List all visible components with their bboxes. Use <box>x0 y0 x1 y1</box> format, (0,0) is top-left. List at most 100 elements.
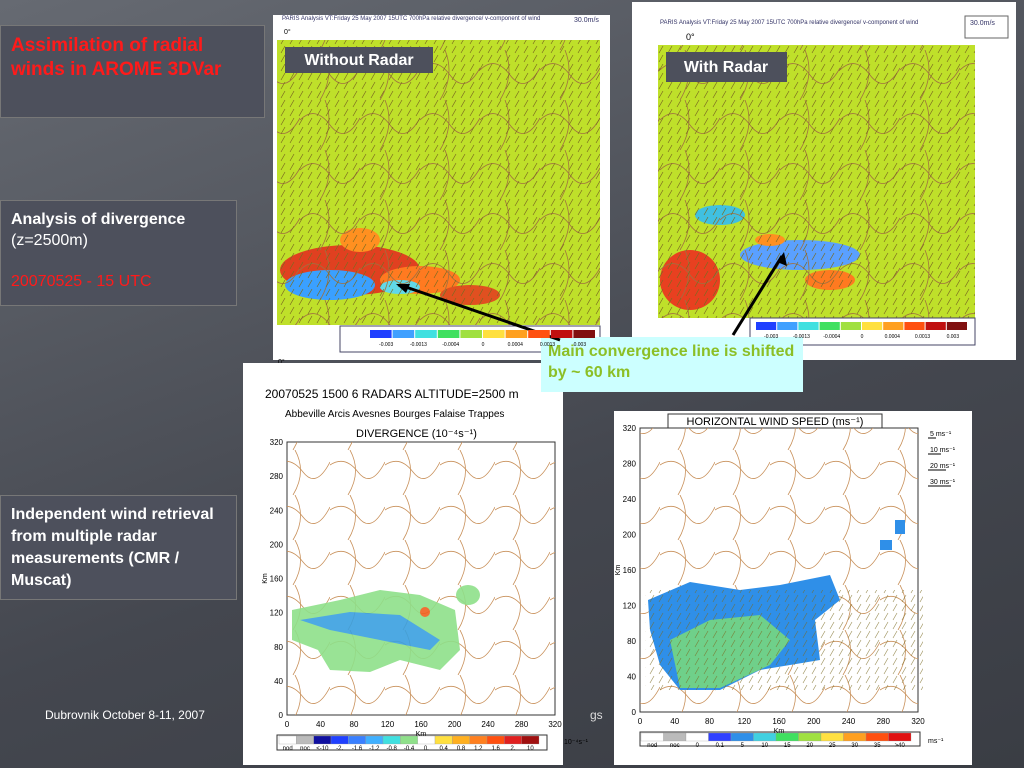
legend-label: <-10 <box>316 746 329 752</box>
label-box <box>285 47 433 73</box>
y-tick-label: 40 <box>627 673 636 682</box>
wind-vectors <box>658 45 975 318</box>
legend-cell <box>486 735 505 745</box>
y-tick-label: 200 <box>623 531 637 540</box>
plot-title: 20070525 1500 6 RADARS ALTITUDE=2500 m <box>265 387 519 401</box>
colorbar-cell <box>550 330 573 338</box>
legend-cell <box>865 732 889 742</box>
legend-label: nod <box>283 746 293 752</box>
colorbar-label: -0.003 <box>764 334 778 340</box>
legend-cell <box>775 732 799 742</box>
lon-label: 0° <box>278 358 285 366</box>
legend-cell <box>843 732 867 742</box>
y-tick-label: 0 <box>279 711 284 720</box>
y-tick-label: 80 <box>274 643 283 652</box>
x-tick-label: 240 <box>842 717 856 726</box>
legend-label: nod <box>647 743 657 749</box>
legend-label: >40 <box>895 743 906 749</box>
colorbar-cell <box>904 322 925 330</box>
arrowhead <box>777 252 787 266</box>
x-tick-label: 120 <box>738 717 752 726</box>
colorbar-label: -0.003 <box>379 342 393 348</box>
legend-cell <box>685 732 709 742</box>
legend-label: noc <box>670 743 680 749</box>
legend-cell <box>730 732 754 742</box>
colorbar-label: 0.0013 <box>915 334 931 340</box>
colorbar-label: -0.0013 <box>793 334 810 340</box>
colorbar-cell <box>819 322 840 330</box>
colorbar-cell <box>946 322 967 330</box>
arrow-key-label: 10 ms⁻¹ <box>930 447 956 454</box>
borders <box>287 442 555 715</box>
colorbar-cell <box>883 322 904 330</box>
legend-label: -0.8 <box>386 746 397 752</box>
y-tick-label: 120 <box>270 609 284 618</box>
lon-label: 0° <box>686 32 695 42</box>
legend-cell <box>296 735 314 745</box>
legend-label: 0 <box>696 743 700 749</box>
y-axis-label: Km <box>615 565 622 576</box>
legend-cell <box>278 735 297 745</box>
legend-cell <box>469 735 488 745</box>
y-tick-label: 0 <box>632 708 637 717</box>
x-tick-label: 240 <box>481 720 495 729</box>
panel-header: PARIS Analysis VT:Friday 25 May 2007 15U… <box>660 20 918 26</box>
y-tick-label: 80 <box>627 637 636 646</box>
x-axis-label: Km <box>774 728 785 735</box>
colorbar-cell <box>862 322 883 330</box>
legend-label: 25 <box>829 743 836 749</box>
legend-label: -1.6 <box>352 746 363 752</box>
colorbar-label: -0.0013 <box>410 342 427 348</box>
y-tick-label: 120 <box>623 602 637 611</box>
legend-cell <box>348 735 366 745</box>
x-tick-label: 200 <box>448 720 462 729</box>
legend-label: 1.2 <box>474 746 483 752</box>
colorbar-label: -0.0004 <box>442 342 459 348</box>
stations: Abbeville Arcis Avesnes Bourges Falaise … <box>285 409 504 420</box>
wind-vectors <box>277 40 600 325</box>
y-tick-label: 200 <box>270 540 284 549</box>
y-tick-label: 40 <box>274 677 283 686</box>
arrow-key-label: 20 ms⁻¹ <box>930 463 956 470</box>
x-tick-label: 80 <box>350 720 359 729</box>
footer: Dubrovnik October 8-11, 2007 <box>45 708 205 722</box>
legend-unit: 10⁻⁴s⁻¹ <box>564 739 589 746</box>
x-tick-label: 80 <box>705 717 714 726</box>
legend-cell <box>820 732 844 742</box>
colorbar-cell <box>437 330 460 338</box>
legend-cell <box>504 735 522 745</box>
colorbar-label: 0.0004 <box>508 342 524 348</box>
y-tick-label: 320 <box>270 438 284 447</box>
x-tick-label: 280 <box>515 720 529 729</box>
x-tick-label: 160 <box>772 717 786 726</box>
plot-title: HORIZONTAL WIND SPEED (ms⁻¹) <box>687 416 864 428</box>
wind-field <box>645 520 923 690</box>
colorbar-cell <box>392 330 415 338</box>
divergence-field <box>292 585 480 672</box>
scale-label: 30.0m/s <box>970 20 995 27</box>
arrow-key-label: 5 ms⁻¹ <box>930 431 952 438</box>
colorbar-label: 0 <box>861 334 864 340</box>
scale-box <box>964 15 1009 39</box>
colorbar-cell <box>505 330 528 338</box>
y-tick-label: 320 <box>623 424 637 433</box>
colorbar-cell <box>777 322 798 330</box>
legend-cell <box>400 735 418 745</box>
colorbar-cell <box>840 322 861 330</box>
colorbar-label: 0 <box>482 342 485 348</box>
legend-label: 0. <box>424 746 429 752</box>
legend-cell <box>365 735 384 745</box>
legend-cell <box>708 732 732 742</box>
slide-title: Assimilation of radial winds in AROME 3D… <box>11 35 222 80</box>
footer-right: gs <box>590 708 603 722</box>
legend-cell <box>330 735 349 745</box>
legend-label: 10 <box>761 743 768 749</box>
x-tick-label: 280 <box>877 717 891 726</box>
legend-cell <box>753 732 777 742</box>
legend-label: 30 <box>851 743 858 749</box>
colorbar-label: -0.0004 <box>823 334 840 340</box>
legend-label: -1.2 <box>369 746 380 752</box>
colorbar-label: 0.003 <box>574 342 587 348</box>
x-tick-label: 0 <box>285 720 290 729</box>
